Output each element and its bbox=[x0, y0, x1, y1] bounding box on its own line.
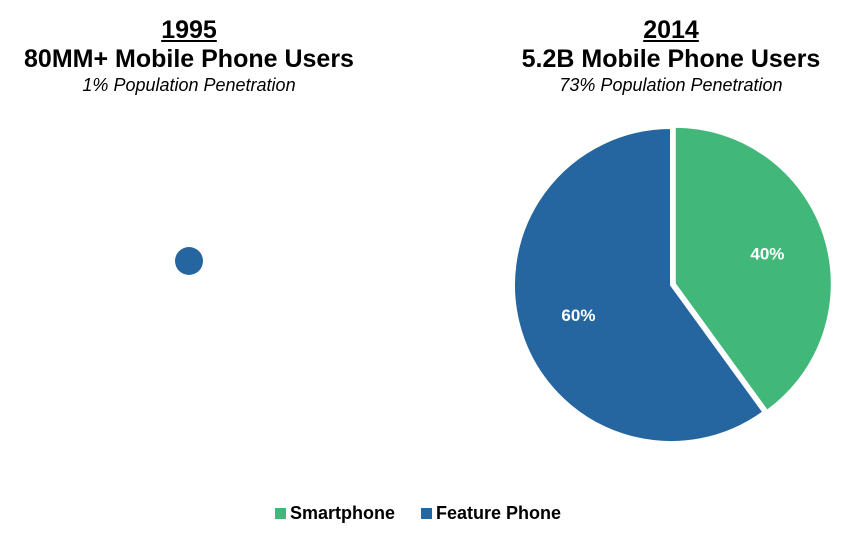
pie-slice-smartphone bbox=[673, 125, 833, 413]
legend: Smartphone Feature Phone bbox=[275, 503, 561, 524]
legend-item-feature-phone: Feature Phone bbox=[421, 503, 561, 524]
chart-title: 80MM+ Mobile Phone Users bbox=[24, 45, 354, 73]
legend-item-smartphone: Smartphone bbox=[275, 503, 395, 524]
pie-slice-feature-phone bbox=[513, 126, 765, 443]
header-1995: 1995 80MM+ Mobile Phone Users 1% Populat… bbox=[0, 16, 399, 96]
pie-slice-feature-phone-1995 bbox=[175, 247, 203, 275]
year-label: 1995 bbox=[161, 16, 217, 44]
chart-subtitle: 1% Population Penetration bbox=[82, 75, 296, 95]
chart-subtitle: 73% Population Penetration bbox=[559, 75, 783, 95]
legend-swatch bbox=[421, 508, 433, 519]
chart-title: 5.2B Mobile Phone Users bbox=[521, 45, 821, 73]
legend-label: Feature Phone bbox=[436, 503, 562, 523]
legend-label: Smartphone bbox=[290, 503, 396, 523]
year-label: 2014 bbox=[643, 16, 699, 44]
legend-swatch bbox=[275, 508, 286, 519]
data-label: 60% bbox=[561, 306, 595, 325]
data-label: 40% bbox=[750, 245, 784, 264]
header-2014: 2014 5.2B Mobile Phone Users 73% Populat… bbox=[461, 16, 857, 96]
